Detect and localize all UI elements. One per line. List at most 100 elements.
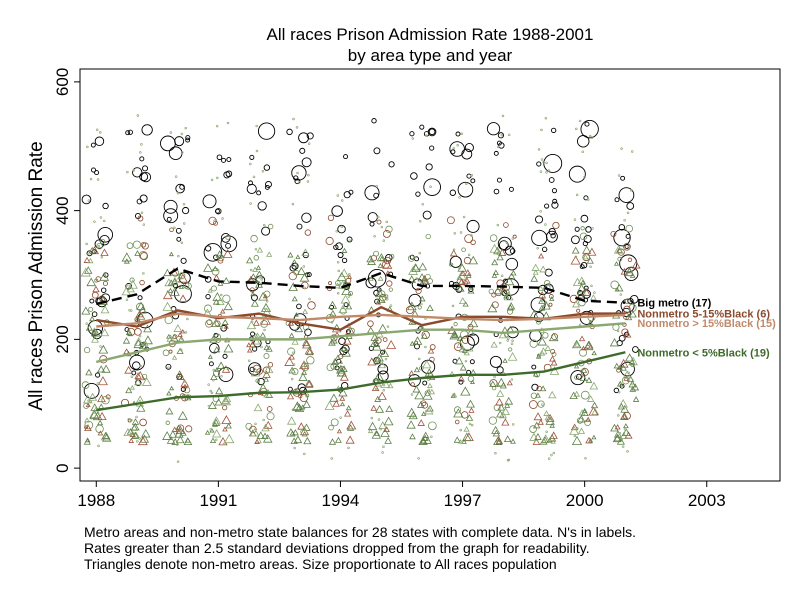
scatter-point (332, 400, 341, 407)
scatter-point (287, 386, 293, 392)
scatter-point (160, 135, 176, 152)
scatter-point (576, 284, 587, 293)
scatter-point (250, 367, 261, 377)
scatter-point (140, 211, 144, 215)
scatter-point (582, 255, 585, 258)
scatter-point (462, 432, 472, 442)
scatter-point (386, 339, 397, 349)
scatter-point (99, 345, 102, 348)
scatter-point (213, 219, 216, 222)
scatter-point (185, 135, 191, 141)
scatter-point (86, 145, 89, 149)
scatter-point (468, 318, 479, 328)
scatter-point (211, 285, 217, 292)
scatter-point (301, 430, 308, 437)
scatter-point (619, 293, 623, 296)
scatter-point (306, 356, 315, 365)
scatter-point (176, 372, 185, 380)
scatter-point (537, 336, 547, 346)
scatter-point (335, 436, 342, 443)
scatter-point (336, 271, 347, 281)
scatter-point (580, 367, 589, 377)
scatter-point (373, 356, 382, 364)
scatter-point (459, 364, 467, 371)
scatter-point (225, 170, 233, 178)
scatter-point (208, 401, 217, 409)
scatter-point (214, 367, 220, 372)
scatter-point (128, 437, 135, 443)
scatter-point (100, 255, 104, 259)
scatter-point (346, 420, 357, 430)
scatter-point (163, 199, 178, 214)
scatter-point (586, 257, 594, 264)
scatter-point (288, 353, 295, 360)
scatter-point (141, 124, 153, 136)
scatter-point (226, 367, 230, 371)
scatter-point (296, 266, 307, 275)
scatter-point (545, 413, 555, 422)
scatter-point (101, 396, 110, 405)
scatter-point (88, 246, 96, 254)
scatter-point (341, 257, 348, 264)
scatter-point (378, 361, 387, 369)
scatter-point (337, 252, 344, 259)
scatter-point (176, 191, 180, 195)
scatter-point (138, 306, 147, 314)
scatter-point (506, 304, 515, 311)
scatter-point (449, 262, 454, 267)
scatter-point (454, 419, 460, 425)
scatter-point (306, 180, 310, 183)
scatter-point (626, 202, 635, 210)
scatter-point (344, 410, 352, 417)
scatter-point (251, 346, 258, 352)
scatter-point (263, 328, 266, 332)
scatter-point (489, 234, 498, 242)
scatter-point (584, 121, 590, 127)
scatter-point (226, 121, 230, 125)
scatter-point (621, 428, 631, 437)
scatter-point (293, 435, 303, 444)
scatter-point (125, 386, 133, 394)
scatter-point (138, 334, 142, 338)
scatter-point (420, 332, 429, 339)
scatter-point (129, 385, 135, 390)
scatter-point (250, 291, 256, 297)
scatter-point (417, 457, 420, 460)
scatter-point (81, 306, 91, 315)
scatter-point (140, 171, 152, 183)
scatter-point (540, 300, 544, 303)
scatter-point (530, 297, 546, 313)
scatter-point (456, 284, 465, 292)
x-tick-label: 1994 (322, 491, 360, 510)
scatter-point (166, 216, 172, 222)
scatter-point (164, 278, 174, 287)
scatter-point (537, 148, 541, 151)
scatter-point (345, 435, 355, 444)
scatter-point (460, 132, 464, 136)
scatter-point (617, 174, 621, 177)
scatter-point (419, 276, 429, 285)
scatter-point (177, 273, 188, 283)
scatter-point (453, 408, 464, 418)
scatter-point (421, 202, 424, 206)
scatter-point (530, 392, 538, 399)
scatter-point (102, 219, 106, 223)
scatter-point (412, 385, 421, 393)
scatter-point (140, 252, 149, 261)
scatter-point (377, 275, 384, 281)
scatter-point (305, 348, 314, 356)
scatter-point (212, 421, 218, 427)
scatter-point (551, 188, 558, 194)
scatter-point (458, 379, 464, 385)
scatter-point (347, 274, 353, 279)
scatter-point (452, 147, 456, 150)
scatter-point (380, 349, 386, 355)
scatter-point (462, 215, 466, 219)
scatter-point (98, 295, 106, 302)
scatter-point (97, 244, 101, 248)
scatter-point (303, 379, 314, 388)
scatter-point (328, 281, 333, 286)
scatter-point (584, 419, 591, 427)
scatter-point (468, 255, 479, 265)
scatter-point (125, 130, 131, 136)
